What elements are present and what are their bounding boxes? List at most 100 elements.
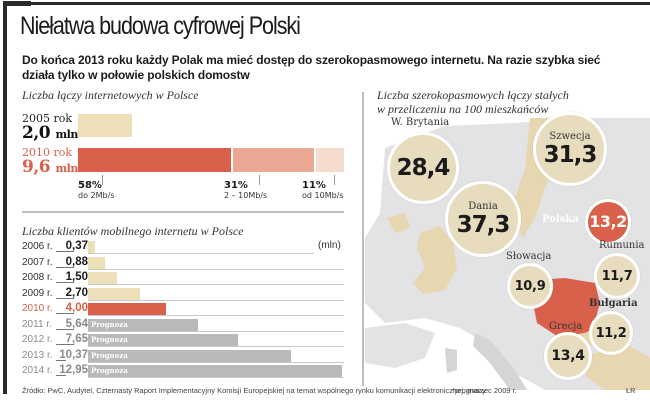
frame-corner xyxy=(3,1,31,6)
bubble-value: 11,2 xyxy=(595,325,627,341)
country-label-poland: Polska xyxy=(542,214,579,225)
country-label-romania: Rumunia xyxy=(599,240,645,251)
row-baseline xyxy=(88,268,344,270)
mobile-row: 2006 r. 0,37 xyxy=(22,240,344,254)
row-value: 1,50 xyxy=(65,271,88,283)
segment-desc: od 10Mb/s xyxy=(302,191,344,200)
row-baseline xyxy=(88,377,344,378)
row-baseline xyxy=(88,315,344,316)
mobile-unit: (mln) xyxy=(318,240,341,251)
value-2010-number: 9,6 xyxy=(22,157,51,177)
bar-2010-segment-slow xyxy=(78,148,231,172)
country-label-uk: W. Brytania xyxy=(391,117,450,128)
bar-2010-segment-fast xyxy=(316,148,344,172)
bubble-poland: 13,2 xyxy=(585,199,631,245)
bubble-uk: 28,4 xyxy=(387,132,459,204)
forecast-tag: Prognoza xyxy=(91,319,128,329)
source-note: Źródło: PwC, Audytel, Czternasty Raport … xyxy=(22,386,517,395)
bubble-value: 28,4 xyxy=(396,154,451,181)
europe-map: W. Brytania 28,4 Szwecja 31,3 Dania 37,3… xyxy=(365,112,650,390)
forecast-footnote: *prognozy xyxy=(452,386,486,395)
page-title: Niełatwa budowa cyfrowej Polski xyxy=(20,12,301,40)
row-value: 12,95 xyxy=(59,364,88,376)
row-year: 2012 r. xyxy=(22,334,53,345)
leader-line xyxy=(56,282,74,283)
map-title-line2: w przeliczeniu na 100 mieszkańców xyxy=(377,102,549,116)
row-year: 2009 r. xyxy=(22,287,53,299)
map-title-line1: Liczba szerokopasmowych łączy stałych xyxy=(377,88,569,102)
segment-pct: 11% xyxy=(302,180,326,191)
row-value: 7,65 xyxy=(65,333,88,345)
row-value: 2,70 xyxy=(65,286,88,299)
leader-line xyxy=(56,297,74,299)
segment-pct: 58% xyxy=(78,180,102,191)
bubble-value: 10,9 xyxy=(514,278,546,294)
mobile-row-forecast: 2012 r. 7,65 Prognoza xyxy=(22,333,344,347)
segment-desc: 2 – 10Mb/s xyxy=(224,191,268,200)
row-bar xyxy=(88,303,166,315)
leader-line xyxy=(56,359,66,361)
mobile-title: Liczba klientów mobilnego internetu w Po… xyxy=(22,224,244,238)
row-baseline xyxy=(88,346,344,347)
bubble-denmark: Dania 37,3 xyxy=(445,181,521,257)
row-year: 2013 r. xyxy=(22,349,53,361)
row-bar: Prognoza xyxy=(88,349,291,362)
row-bar: Prognoza xyxy=(88,334,238,346)
segment-pct: 31% xyxy=(224,180,248,191)
value-2005-number: 2,0 xyxy=(22,123,51,143)
forecast-tag: Prognoza xyxy=(91,335,128,344)
leader-line xyxy=(56,344,74,345)
frame-top-border xyxy=(3,2,650,5)
connections-title: Liczba łączy internetowych w Polsce xyxy=(22,88,199,102)
row-bar xyxy=(88,256,105,269)
mobile-row-forecast: 2013 r. 10,37 Prognoza xyxy=(22,349,344,363)
mobile-row: 2009 r. 2,70 xyxy=(22,287,344,301)
segment-desc: do 2Mb/s xyxy=(78,191,115,200)
bubble-bulgaria: 11,2 xyxy=(589,311,633,355)
row-year: 2007 r. xyxy=(22,256,53,268)
value-2010: 9,6 mln xyxy=(22,158,78,178)
page-subtitle: Do końca 2013 roku każdy Polak ma mieć d… xyxy=(22,53,601,82)
pointer-fast xyxy=(334,175,335,185)
bubble-country-name: Szwecja xyxy=(549,130,591,142)
bubble-slovakia: 10,9 xyxy=(507,263,553,309)
bar-2005 xyxy=(78,114,132,137)
mobile-row-highlighted: 2010 r. 4,00 xyxy=(22,302,344,316)
forecast-tag: Prognoza xyxy=(91,366,128,375)
bubble-greece: 13,4 xyxy=(544,332,592,380)
country-label-greece: Grecja xyxy=(549,321,583,332)
mobile-row: 2007 r. 0,88 xyxy=(22,256,344,270)
forecast-tag: Prognoza xyxy=(91,350,128,360)
leader-line xyxy=(56,313,74,314)
leader-line xyxy=(56,251,74,252)
leader-line xyxy=(56,375,66,376)
leader-line xyxy=(56,266,74,268)
row-year: 2008 r. xyxy=(22,272,53,283)
value-2010-unit: mln xyxy=(55,162,79,175)
column-divider xyxy=(362,92,364,386)
bubble-romania: 11,7 xyxy=(594,253,640,299)
row-value: 5,64 xyxy=(65,317,88,330)
row-bar xyxy=(88,272,117,284)
row-year: 2010 r. xyxy=(22,303,53,314)
author-initials: ŁR xyxy=(626,386,636,395)
bubble-value: 13,4 xyxy=(551,348,585,364)
row-bar: Prognoza xyxy=(88,318,198,331)
segment-label-fast: 11% od 10Mb/s xyxy=(302,180,344,201)
row-baseline xyxy=(88,330,344,332)
bar-2010-segment-mid xyxy=(233,148,314,172)
row-bar xyxy=(88,241,95,253)
segment-label-mid: 31% 2 – 10Mb/s xyxy=(224,180,268,201)
row-value: 10,37 xyxy=(59,348,88,361)
row-baseline xyxy=(88,284,344,285)
value-2005-unit: mln xyxy=(55,128,79,141)
row-value: 0,37 xyxy=(65,240,88,252)
bubble-sweden: Szwecja 31,3 xyxy=(533,112,607,186)
bubble-value: 13,2 xyxy=(589,212,627,231)
row-year: 2006 r. xyxy=(22,241,53,252)
bubble-value: 31,3 xyxy=(543,141,598,168)
row-baseline xyxy=(88,299,344,301)
bubble-country-name: Dania xyxy=(468,200,498,212)
row-bar xyxy=(88,287,140,300)
row-year: 2014 r. xyxy=(22,365,53,376)
